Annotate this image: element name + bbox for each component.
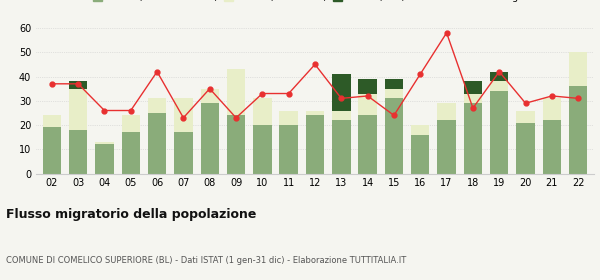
Bar: [385, 98, 403, 174]
Legend: Iscritti (da altri comuni), Iscritti (dall'estero), Iscritti (altri), Cancellati: Iscritti (da altri comuni), Iscritti (da…: [89, 0, 541, 6]
Bar: [69, 89, 88, 130]
Bar: [464, 103, 482, 174]
Bar: [464, 81, 482, 94]
Bar: [332, 120, 350, 174]
Bar: [95, 142, 113, 144]
Bar: [332, 74, 350, 111]
Bar: [490, 91, 508, 174]
Bar: [95, 144, 113, 174]
Bar: [69, 81, 88, 89]
Bar: [200, 103, 219, 174]
Bar: [122, 115, 140, 132]
Bar: [437, 103, 456, 120]
Bar: [43, 115, 61, 127]
Bar: [200, 89, 219, 103]
Bar: [358, 79, 377, 94]
Bar: [280, 111, 298, 125]
Bar: [306, 115, 324, 174]
Bar: [358, 94, 377, 115]
Bar: [306, 111, 324, 115]
Bar: [411, 125, 430, 135]
Bar: [253, 125, 272, 174]
Bar: [569, 52, 587, 86]
Bar: [464, 94, 482, 103]
Text: Flusso migratorio della popolazione: Flusso migratorio della popolazione: [6, 208, 256, 221]
Bar: [148, 98, 166, 113]
Bar: [517, 123, 535, 174]
Bar: [332, 111, 350, 120]
Bar: [411, 135, 430, 174]
Bar: [43, 127, 61, 174]
Bar: [385, 89, 403, 98]
Bar: [490, 81, 508, 91]
Bar: [437, 120, 456, 174]
Text: COMUNE DI COMELICO SUPERIORE (BL) - Dati ISTAT (1 gen-31 dic) - Elaborazione TUT: COMUNE DI COMELICO SUPERIORE (BL) - Dati…: [6, 256, 406, 265]
Bar: [227, 69, 245, 115]
Bar: [69, 130, 88, 174]
Bar: [227, 115, 245, 174]
Bar: [122, 132, 140, 174]
Bar: [358, 115, 377, 174]
Bar: [490, 72, 508, 81]
Bar: [517, 111, 535, 123]
Bar: [174, 98, 193, 132]
Bar: [148, 113, 166, 174]
Bar: [385, 79, 403, 89]
Bar: [280, 125, 298, 174]
Bar: [174, 132, 193, 174]
Bar: [542, 120, 561, 174]
Bar: [542, 98, 561, 120]
Bar: [253, 98, 272, 125]
Bar: [569, 86, 587, 174]
